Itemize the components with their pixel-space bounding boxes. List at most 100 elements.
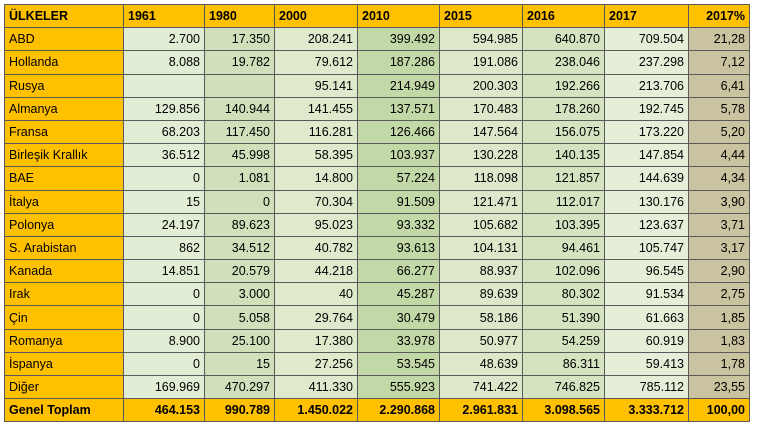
value-cell	[123, 73, 205, 98]
value-cell: 8.088	[123, 50, 205, 75]
table-row: Polonya 24.197 89.623 95.023 93.332 105.682 10…	[4, 212, 750, 237]
share-cell: 1,78	[688, 351, 750, 377]
value-cell: 147.564	[439, 119, 523, 145]
value-cell: 95.141	[274, 73, 358, 98]
value-cell: 48.639	[439, 351, 523, 377]
value-cell: 105.747	[604, 235, 689, 261]
total-value-cell: 2.961.831	[439, 398, 523, 423]
value-cell: 103.937	[357, 143, 440, 168]
value-cell: 117.450	[204, 119, 275, 145]
value-cell: 79.612	[274, 50, 358, 75]
value-cell: 0	[204, 189, 275, 214]
value-cell: 140.135	[522, 143, 605, 168]
value-cell: 19.782	[204, 50, 275, 75]
value-cell: 25.100	[204, 328, 275, 353]
value-cell: 54.259	[522, 328, 605, 353]
total-value-cell: 3.098.565	[522, 398, 605, 423]
value-cell: 118.098	[439, 166, 523, 191]
value-cell: 130.176	[604, 189, 689, 214]
header-row: ÜLKELER 1961 1980 2000 2010 2015 2016 2017 2017%	[4, 3, 750, 29]
value-cell: 0	[123, 166, 205, 191]
value-cell: 0	[123, 305, 205, 330]
country-name-cell: İspanya	[4, 351, 124, 377]
share-cell: 3,71	[688, 212, 750, 237]
table-row: Irak 0 3.000 40 45.287 89.639 80.302 91.534 2,75	[4, 282, 750, 307]
value-cell: 50.977	[439, 328, 523, 353]
value-cell: 104.131	[439, 235, 523, 261]
value-cell: 91.509	[357, 189, 440, 214]
value-cell: 187.286	[357, 50, 440, 75]
value-cell: 169.969	[123, 374, 205, 400]
country-name-cell: Hollanda	[4, 50, 124, 75]
value-cell: 170.483	[439, 96, 523, 121]
total-value-cell: 2.290.868	[357, 398, 440, 423]
value-cell: 116.281	[274, 119, 358, 145]
total-value-cell: 464.153	[123, 398, 205, 423]
value-cell: 191.086	[439, 50, 523, 75]
share-cell: 21,28	[688, 27, 750, 52]
table-row: Fransa 68.203 117.450 116.281 126.466 147.564…	[4, 119, 750, 145]
value-cell: 237.298	[604, 50, 689, 75]
country-name-cell: Almanya	[4, 96, 124, 121]
share-cell: 4,44	[688, 143, 750, 168]
column-header-countries: ÜLKELER	[4, 3, 124, 29]
value-cell: 17.350	[204, 27, 275, 52]
country-name-cell: S. Arabistan	[4, 235, 124, 261]
total-value-cell: 3.333.712	[604, 398, 689, 423]
value-cell: 709.504	[604, 27, 689, 52]
country-name-cell: Kanada	[4, 259, 124, 284]
value-cell: 238.046	[522, 50, 605, 75]
column-header-year: 2017	[604, 3, 689, 29]
share-cell: 3,90	[688, 189, 750, 214]
value-cell: 36.512	[123, 143, 205, 168]
value-cell: 93.332	[357, 212, 440, 237]
table-row: Çin 0 5.058 29.764 30.479 58.186 51.390 61.663 1…	[4, 305, 750, 330]
table-row: Birleşik Krallık 36.512 45.998 58.395 103.93…	[4, 143, 750, 168]
value-cell: 95.023	[274, 212, 358, 237]
value-cell: 147.854	[604, 143, 689, 168]
value-cell: 96.545	[604, 259, 689, 284]
table-row: BAE 0 1.081 14.800 57.224 118.098 121.857 144.6…	[4, 166, 750, 191]
table-row: İtalya 15 0 70.304 91.509 121.471 112.017 130.1…	[4, 189, 750, 214]
share-cell: 23,55	[688, 374, 750, 400]
value-cell: 0	[123, 351, 205, 377]
value-cell: 44.218	[274, 259, 358, 284]
column-header-share: 2017%	[688, 3, 750, 29]
value-cell: 70.304	[274, 189, 358, 214]
total-value-cell: 100,00	[688, 398, 750, 423]
value-cell: 3.000	[204, 282, 275, 307]
table-row: İspanya 0 15 27.256 53.545 48.639 86.311 59.413…	[4, 351, 750, 377]
value-cell: 91.534	[604, 282, 689, 307]
value-cell: 40.782	[274, 235, 358, 261]
country-name-cell: Birleşik Krallık	[4, 143, 124, 168]
value-cell: 123.637	[604, 212, 689, 237]
value-cell: 741.422	[439, 374, 523, 400]
value-cell: 60.919	[604, 328, 689, 353]
country-name-cell: Rusya	[4, 73, 124, 98]
value-cell: 105.682	[439, 212, 523, 237]
value-cell: 94.461	[522, 235, 605, 261]
country-name-cell: Irak	[4, 282, 124, 307]
value-cell: 102.096	[522, 259, 605, 284]
table-row: Almanya 129.856 140.944 141.455 137.571 170.4…	[4, 96, 750, 121]
value-cell: 45.287	[357, 282, 440, 307]
country-name-cell: Polonya	[4, 212, 124, 237]
share-cell: 5,20	[688, 119, 750, 145]
value-cell: 68.203	[123, 119, 205, 145]
value-cell: 93.613	[357, 235, 440, 261]
value-cell: 17.380	[274, 328, 358, 353]
value-cell: 33.978	[357, 328, 440, 353]
value-cell: 66.277	[357, 259, 440, 284]
value-cell: 24.197	[123, 212, 205, 237]
table-body: ABD 2.700 17.350 208.241 399.492 594.985 640.8…	[4, 27, 750, 423]
value-cell: 121.471	[439, 189, 523, 214]
value-cell: 785.112	[604, 374, 689, 400]
country-name-cell: Fransa	[4, 119, 124, 145]
value-cell: 862	[123, 235, 205, 261]
value-cell: 58.395	[274, 143, 358, 168]
value-cell: 144.639	[604, 166, 689, 191]
value-cell: 61.663	[604, 305, 689, 330]
table-row: ABD 2.700 17.350 208.241 399.492 594.985 640.8…	[4, 27, 750, 52]
share-cell: 2,90	[688, 259, 750, 284]
value-cell: 140.944	[204, 96, 275, 121]
